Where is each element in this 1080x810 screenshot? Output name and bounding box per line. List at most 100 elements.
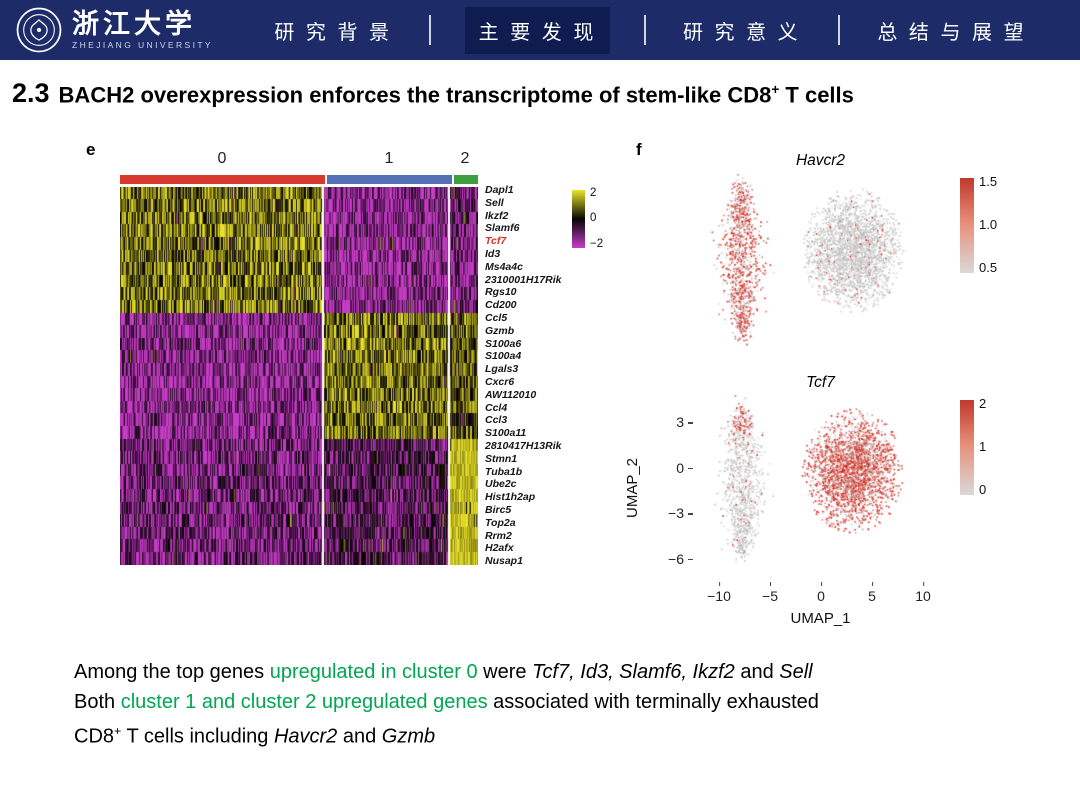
umap-y-axis-ticks: 3 0 −3 −6 bbox=[642, 414, 693, 567]
university-name-cn: 浙江大学 bbox=[72, 8, 196, 40]
caption-segment: associated with terminally exhausted bbox=[487, 690, 819, 713]
colorbar-tick: 2 bbox=[979, 396, 987, 411]
x-tick: 0 bbox=[817, 582, 825, 604]
heatmap-colorbar-ticks: 2 0 −2 bbox=[590, 187, 603, 250]
nav-item-main-findings[interactable]: 主 要 发 现 bbox=[464, 6, 611, 54]
title-segment: T cells bbox=[779, 82, 854, 107]
cluster-2-bar bbox=[454, 175, 478, 184]
colorbar-tick: 0 bbox=[590, 212, 597, 225]
cluster-0-label: 0 bbox=[217, 150, 227, 167]
gene-label: S100a11 bbox=[485, 427, 527, 440]
gene-label: Rgs10 bbox=[485, 286, 517, 299]
university-logo-block: 浙江大学 ZHEJIANG UNIVERSITY bbox=[16, 7, 213, 53]
slide-title-text: BACH2 overexpression enforces the transc… bbox=[59, 82, 854, 108]
caption-segment: Both bbox=[74, 690, 121, 713]
gene-label: S100a4 bbox=[485, 350, 522, 363]
caption-segment: CD8 bbox=[74, 725, 115, 748]
nav-separator bbox=[838, 15, 840, 45]
heatmap-colorbar-gradient bbox=[572, 190, 585, 248]
caption-segment: Among the top genes bbox=[74, 661, 270, 683]
gene-label: Ccl5 bbox=[485, 311, 508, 324]
caption-segment: upregulated in cluster 0 bbox=[269, 661, 478, 683]
gene-label: Ms4a4c bbox=[485, 260, 523, 273]
university-name-en: ZHEJIANG UNIVERSITY bbox=[72, 39, 214, 50]
gene-label: Ube2c bbox=[485, 478, 517, 491]
nav-item-summary-outlook[interactable]: 总 结 与 展 望 bbox=[877, 21, 1027, 44]
y-tick: −6 bbox=[642, 551, 693, 567]
gene-label: Dapl1 bbox=[485, 184, 514, 196]
heatmap-canvas bbox=[120, 187, 478, 565]
gene-label: Sell bbox=[485, 196, 504, 209]
umap-x-axis-label: UMAP_1 bbox=[790, 610, 851, 627]
umap-tcf7-title: Tcf7 bbox=[806, 374, 835, 391]
gene-label: Top2a bbox=[485, 516, 516, 529]
colorbar-tick: 2 bbox=[590, 187, 597, 199]
caption-segment: Sell bbox=[779, 661, 813, 683]
gene-label: Cd200 bbox=[485, 299, 517, 312]
gene-label: Nusap1 bbox=[485, 555, 523, 568]
gene-label: Hist1h2ap bbox=[485, 491, 536, 504]
title-segment: + bbox=[771, 81, 780, 97]
top-navigation-bar: 浙江大学 ZHEJIANG UNIVERSITY 研 究 背 景 主 要 发 现… bbox=[0, 0, 1080, 60]
gene-label: Lgals3 bbox=[485, 363, 519, 376]
gene-label: S100a6 bbox=[485, 337, 522, 350]
umap-tcf7-canvas bbox=[693, 394, 948, 582]
nav-separator bbox=[429, 15, 432, 45]
gene-label: Id3 bbox=[485, 247, 501, 260]
caption-segment: and bbox=[337, 725, 382, 748]
gene-label-list: Dapl1 Sell Ikzf2 Slamf6 Tcf7 Id3 Ms4a4c 2310001… bbox=[485, 185, 603, 567]
gene-label: Cxcr6 bbox=[485, 375, 515, 388]
figure-e-heatmap: e 0 1 2 Dapl1 Sell Ikzf2 Slamf6 Tcf7 Id3 Ms4a4… bbox=[72, 138, 620, 643]
nav-item-research-background[interactable]: 研 究 背 景 bbox=[274, 21, 393, 44]
gene-label: Ccl3 bbox=[485, 414, 508, 427]
caption-line-1: Among the top genes upregulated in clust… bbox=[74, 658, 1024, 688]
gene-label: Tuba1b bbox=[485, 465, 523, 478]
gene-label: Rrm2 bbox=[485, 529, 512, 542]
umap-havcr2-colorbar-ticks: 1.5 1.0 0.5 bbox=[979, 175, 1013, 274]
gene-label: Ikzf2 bbox=[485, 209, 509, 222]
umap-y-axis-label: UMAP_2 bbox=[624, 457, 641, 519]
y-tick: 0 bbox=[642, 460, 693, 476]
title-segment: BACH2 overexpression enforces the transc… bbox=[58, 82, 772, 107]
gene-label: H2afx bbox=[485, 542, 514, 555]
gene-label: 2310001H17Rik bbox=[485, 273, 562, 286]
caption-segment: + bbox=[114, 724, 122, 738]
x-tick: 10 bbox=[915, 582, 931, 604]
section-nav: 研 究 背 景 主 要 发 现 研 究 意 义 总 结 与 展 望 bbox=[237, 6, 1064, 54]
umap-x-axis-ticks: −10 −5 0 5 10 bbox=[693, 582, 948, 604]
caption-segment: were bbox=[477, 661, 533, 683]
cluster-1-bar bbox=[326, 175, 453, 184]
colorbar-tick: 1 bbox=[979, 439, 987, 454]
gene-label: Tcf7 bbox=[485, 235, 507, 248]
gene-label: 2810417H13Rik bbox=[485, 439, 562, 452]
caption-line-3: CD8+ T cells including Havcr2 and Gzmb bbox=[74, 717, 1024, 752]
caption-text: Among the top genes upregulated in clust… bbox=[74, 658, 1024, 752]
x-tick: 5 bbox=[868, 582, 876, 604]
nav-separator bbox=[643, 15, 646, 45]
cluster-2-label: 2 bbox=[460, 150, 470, 167]
caption-line-2: Both cluster 1 and cluster 2 upregulated… bbox=[74, 688, 1024, 718]
umap-tcf7-colorbar bbox=[960, 400, 974, 495]
gene-label: Slamf6 bbox=[485, 222, 520, 235]
caption-segment: Tcf7, Id3, Slamf6, Ikzf2 bbox=[532, 661, 735, 683]
university-seal-icon bbox=[16, 7, 62, 53]
colorbar-tick: 0 bbox=[979, 482, 987, 497]
y-tick: −3 bbox=[642, 505, 693, 521]
umap-havcr2-canvas bbox=[693, 174, 948, 362]
slide-title: 2.3 BACH2 overexpression enforces the tr… bbox=[12, 78, 854, 109]
caption-segment: Gzmb bbox=[381, 725, 436, 748]
gene-label: Ccl4 bbox=[485, 401, 508, 414]
colorbar-tick: 0.5 bbox=[979, 260, 998, 275]
colorbar-tick: 1.5 bbox=[979, 174, 998, 189]
gene-label: Stmn1 bbox=[485, 452, 518, 465]
nav-item-research-significance[interactable]: 研 究 意 义 bbox=[683, 21, 801, 44]
figure-f-label: f bbox=[636, 140, 642, 159]
cluster-annotation-bar bbox=[120, 175, 478, 184]
x-tick: −5 bbox=[762, 582, 778, 604]
caption-segment: and bbox=[734, 661, 780, 683]
slide-title-number: 2.3 bbox=[12, 78, 50, 108]
gene-label: Gzmb bbox=[485, 324, 515, 337]
figure-e-label: e bbox=[86, 140, 96, 159]
